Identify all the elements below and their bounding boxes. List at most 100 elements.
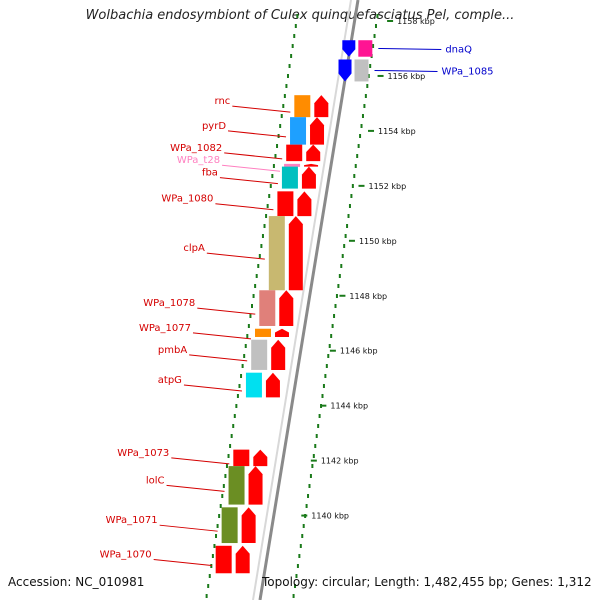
gene-feature-box[interactable]: [254, 328, 271, 337]
cds-arrow[interactable]: [304, 163, 319, 167]
kbp-tick-label: 1142 kbp: [321, 457, 359, 466]
kbp-tick-label: 1150 kbp: [359, 237, 397, 246]
outer-guide-dot: [373, 34, 376, 38]
cds-arrow[interactable]: [279, 290, 294, 326]
cds-arrow[interactable]: [265, 372, 280, 398]
gene-lolC[interactable]: [228, 466, 263, 505]
gene-WPa_1077[interactable]: [254, 328, 289, 337]
kbp-tick-label: 1156 kbp: [388, 72, 426, 81]
outer-guide-dot: [364, 94, 367, 98]
gene-label-leader: [215, 203, 274, 211]
gene-label: pmbA: [158, 345, 187, 356]
gene-pmbA[interactable]: [251, 339, 286, 370]
inner-guide-dot: [227, 454, 230, 458]
outer-guide-dot: [301, 534, 304, 538]
gene-feature-box[interactable]: [215, 545, 232, 574]
gene-features[interactable]: [215, 40, 373, 574]
gene-WPa_1071[interactable]: [221, 507, 256, 544]
inner-guide-dot: [241, 364, 244, 368]
gene-WPa_1070[interactable]: [215, 545, 250, 574]
gene-feature-box[interactable]: [358, 40, 373, 57]
inner-guide-dot: [263, 224, 266, 228]
inner-guide-dot: [268, 194, 271, 198]
gene-WPa_1085[interactable]: [338, 59, 369, 82]
gene-feature-box[interactable]: [268, 216, 285, 291]
kbp-tick-label: 1144 kbp: [330, 402, 368, 411]
gene-feature-box[interactable]: [228, 466, 245, 505]
outer-guide-dot: [294, 584, 297, 588]
gene-label-leader: [224, 152, 283, 160]
outer-guide-dot: [360, 124, 363, 128]
gene-feature-box[interactable]: [290, 117, 307, 145]
backbone-line-inner: [252, 0, 352, 600]
outer-guide-dot: [359, 134, 362, 138]
gene-atpG[interactable]: [245, 372, 280, 398]
inner-guide-dot: [251, 304, 253, 308]
outer-guide-dot: [337, 284, 340, 288]
gene-feature-box[interactable]: [354, 59, 369, 82]
gene-feature-box[interactable]: [284, 163, 301, 167]
genome-backbone: [252, 0, 360, 600]
cds-arrow[interactable]: [301, 166, 316, 189]
inner-guide-dot: [286, 74, 289, 78]
gene-feature-box[interactable]: [245, 372, 262, 398]
gene-pyrD[interactable]: [290, 117, 325, 145]
gene-WPa_t28[interactable]: [284, 163, 319, 167]
gene-WPa_1082[interactable]: [286, 144, 321, 162]
cds-arrow[interactable]: [253, 449, 268, 467]
inner-guide-dot: [288, 64, 291, 68]
cds-arrow[interactable]: [241, 507, 256, 544]
gene-feature-box[interactable]: [277, 191, 294, 217]
cds-arrow-reverse[interactable]: [342, 40, 356, 57]
cds-arrow[interactable]: [274, 328, 289, 337]
gene-feature-box[interactable]: [221, 507, 238, 544]
cds-arrow[interactable]: [297, 191, 312, 217]
outer-guide-dot: [338, 274, 341, 278]
gene-WPa_1073[interactable]: [233, 449, 268, 467]
outer-guide-dot: [322, 384, 325, 388]
outer-guide-dot: [343, 244, 346, 248]
cds-arrow[interactable]: [248, 466, 263, 505]
gene-label-leader: [166, 484, 225, 492]
outer-guide-dot: [346, 224, 349, 228]
outer-guide-dot: [325, 364, 328, 368]
outer-guide-dot: [335, 294, 338, 298]
outer-guide-dot: [309, 474, 312, 478]
cds-arrow-reverse[interactable]: [338, 59, 352, 82]
inner-guide-dot: [283, 94, 286, 98]
cds-arrow[interactable]: [310, 117, 325, 145]
inner-guide-dot: [290, 54, 293, 58]
gene-fba[interactable]: [281, 166, 316, 189]
cds-arrow[interactable]: [235, 545, 250, 574]
gene-rnc[interactable]: [294, 95, 329, 118]
gene-feature-box[interactable]: [233, 449, 250, 467]
inner-guide-dot: [294, 24, 297, 28]
gene-label: fba: [202, 168, 218, 179]
gene-feature-box[interactable]: [294, 95, 311, 118]
backbone-line-outer: [258, 0, 360, 600]
gene-dnaQ[interactable]: [342, 40, 373, 57]
outer-guide-dot: [318, 414, 321, 418]
inner-guide-dot: [274, 154, 277, 158]
cds-arrow[interactable]: [306, 144, 321, 162]
inner-guide-dot: [230, 434, 233, 438]
gene-clpA[interactable]: [268, 216, 303, 291]
inner-guide-dot: [218, 514, 221, 518]
cds-arrow[interactable]: [271, 339, 286, 370]
cds-arrow[interactable]: [288, 216, 303, 291]
gene-WPa_1078[interactable]: [259, 290, 294, 326]
outer-guide-dot: [351, 184, 354, 188]
gene-feature-box[interactable]: [251, 339, 268, 370]
outer-guide-dot: [321, 394, 324, 398]
gene-WPa_1080[interactable]: [277, 191, 312, 217]
outer-guide-dot: [311, 464, 314, 468]
inner-guide-dot: [269, 184, 272, 188]
gene-label: WPa_1073: [117, 448, 169, 459]
cds-arrow[interactable]: [314, 95, 329, 118]
inner-guide-dot: [225, 464, 228, 468]
gene-feature-box[interactable]: [286, 144, 303, 162]
gene-feature-box[interactable]: [281, 166, 298, 189]
inner-guide-dot: [215, 534, 218, 538]
outer-guide-dot: [308, 484, 311, 488]
gene-feature-box[interactable]: [259, 290, 276, 326]
